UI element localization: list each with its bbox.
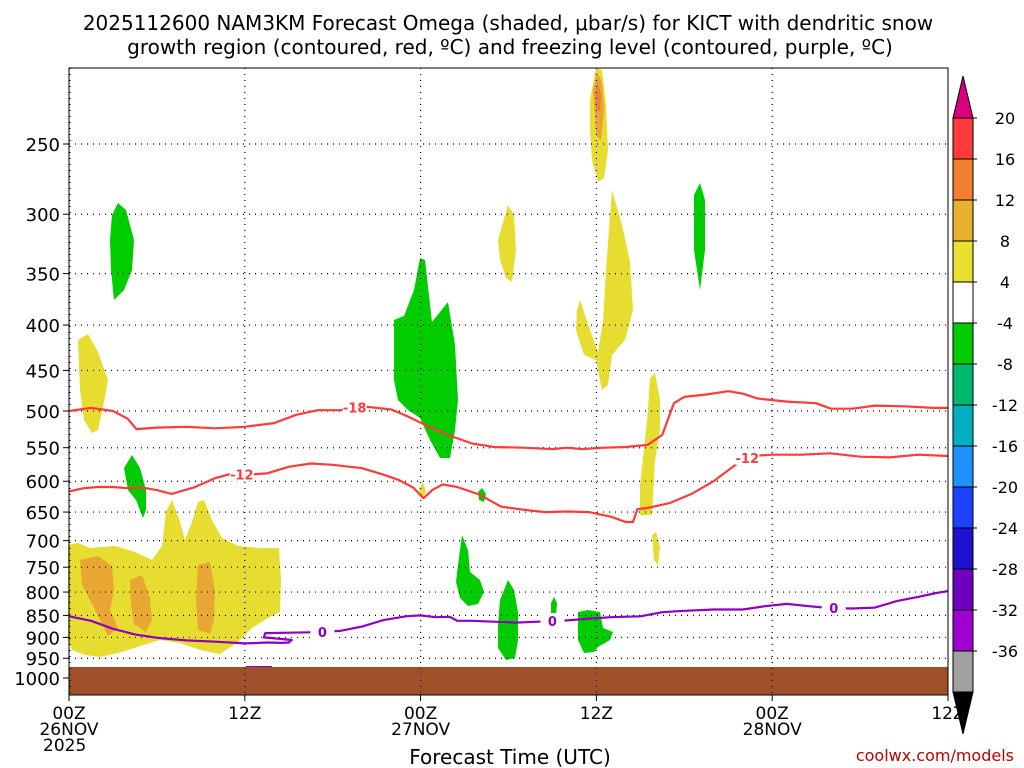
colorbar-label-0: 20	[995, 109, 1015, 128]
chart-title-line1: 2025112600 NAM3KM Forecast Omega (shaded…	[83, 11, 933, 35]
colorbar-label-6: -8	[997, 355, 1013, 374]
omega-rise-region-lowlevel-orange2	[130, 575, 152, 632]
colorbar-box-7	[952, 404, 974, 447]
x-tick-label-24-1: 27NOV	[391, 720, 450, 740]
colorbar-label-11: -28	[992, 560, 1018, 579]
x-tick-label-0-0: 00Z	[52, 704, 85, 724]
omega-sink-region-880	[498, 580, 518, 660]
x-tick-label-48-1: 28NOV	[743, 720, 802, 740]
y-tick-label-950: 950	[26, 649, 60, 670]
omega-sink-region-330	[694, 183, 705, 290]
y-axis: 2503003504004505005506006507007508008509…	[14, 135, 69, 690]
y-tick-label-800: 800	[26, 583, 60, 604]
colorbar-label-7: -12	[992, 396, 1018, 415]
contour-0C	[68, 590, 949, 645]
x-tick-label-48-0: 00Z	[756, 704, 789, 724]
colorbar-label-1: 16	[995, 150, 1015, 169]
colorbar-label-9: -20	[992, 478, 1018, 497]
omega-rise-region-300	[498, 205, 516, 282]
omega-sink-region-900	[578, 610, 613, 653]
colorbar-label-4: 4	[1000, 273, 1010, 292]
omega-rise-region-730	[652, 532, 660, 565]
y-tick-label-250: 250	[26, 135, 60, 156]
contour--18C	[68, 390, 948, 451]
y-tick-label-850: 850	[26, 606, 60, 627]
x-tick-label-0-1: 26NOV	[39, 720, 98, 740]
colorbar-box-1	[952, 158, 974, 201]
colorbar-box-10	[952, 527, 974, 570]
omega-rise-region-lowlevel-orange1	[80, 556, 118, 636]
y-tick-label-600: 600	[26, 472, 60, 493]
y-tick-label-500: 500	[26, 402, 60, 423]
contour-label--12C-0: -12	[230, 469, 254, 484]
contour-label-bg-0C-1	[821, 600, 846, 616]
colorbar-box-3	[952, 240, 974, 283]
omega-sink-region-850	[551, 597, 557, 618]
chart-title-line2: growth region (contoured, red, ºC) and f…	[127, 35, 893, 59]
contour-label-bg--12C-0	[229, 466, 254, 482]
omega-sink-region-620	[124, 455, 146, 518]
chart-grid	[69, 68, 948, 695]
colorbar-box-4	[952, 281, 974, 324]
colorbar-box-12	[952, 609, 974, 652]
x-tick-label-36-0: 12Z	[580, 704, 613, 724]
omega-rise-region-lowlevel	[68, 500, 281, 657]
colorbar-box-6	[952, 363, 974, 406]
contour-label-0C-1: 0	[829, 602, 838, 617]
contour-label-bg-0C-2	[540, 613, 565, 629]
colorbar-label-10: -24	[992, 519, 1018, 538]
x-tick-label-24-0: 00Z	[404, 704, 437, 724]
colorbar-box-2	[952, 199, 974, 242]
x-tick-label-60-0: 12Z	[931, 704, 964, 724]
colorbar-box-11	[952, 568, 974, 611]
x-tick-label-12-0: 12Z	[228, 704, 261, 724]
colorbar-box-13	[952, 650, 974, 693]
colorbar-label-8: -16	[992, 437, 1018, 456]
y-tick-label-900: 900	[26, 628, 60, 649]
y-tick-label-650: 650	[26, 503, 60, 524]
contour-label--12C-1: -12	[736, 452, 760, 467]
plot-frame	[68, 67, 949, 696]
omega-shading	[68, 68, 705, 668]
colorbar: 20 16 12 8 4 -4 -8 -12 -16 -20 -24 -28 -32 -36	[952, 75, 1018, 735]
y-tick-label-750: 750	[26, 558, 60, 579]
y-tick-label-300: 300	[26, 205, 60, 226]
colorbar-label-2: 12	[995, 191, 1015, 210]
omega-sink-region-27nov	[394, 258, 458, 458]
y-tick-label-700: 700	[26, 532, 60, 553]
colorbar-box-9	[952, 486, 974, 529]
y-tick-label-450: 450	[26, 361, 60, 382]
contour-label-bg--12C-1	[735, 449, 760, 465]
contour-label--18C-0: -18	[343, 402, 367, 417]
omega-rise-region-380	[576, 190, 633, 390]
colorbar-label-3: 8	[1000, 232, 1010, 251]
y-tick-label-1000: 1000	[14, 669, 60, 690]
contour-label-0C-2: 0	[548, 615, 557, 630]
colorbar-box-5	[952, 322, 974, 365]
colorbar-bottom-arrow	[952, 691, 974, 735]
y-tick-label-350: 350	[26, 265, 60, 286]
colorbar-label-13: -36	[992, 642, 1018, 661]
x-axis-label: Forecast Time (UTC)	[409, 745, 611, 768]
colorbar-box-0	[952, 117, 974, 160]
colorbar-box-8	[952, 445, 974, 488]
omega-rise-region-lowlevel-orange3	[196, 562, 215, 634]
temperature-contours: -18 -12 -12 0 0 0	[68, 390, 949, 645]
x-tick-label-0-2: 2025	[43, 736, 86, 756]
y-tick-label-550: 550	[26, 439, 60, 460]
terrain-surface	[69, 667, 948, 695]
y-tick-label-400: 400	[26, 316, 60, 337]
contour-label-bg-0C-0	[310, 623, 335, 639]
omega-sink-region-780	[456, 535, 484, 606]
omega-sink-region-320	[110, 203, 134, 300]
contour-label-bg--18C-0	[342, 399, 367, 415]
credit-text: coolwx.com/models	[856, 746, 1014, 765]
colorbar-label-5: -4	[997, 314, 1013, 333]
contour-label-0C-0: 0	[318, 626, 327, 641]
colorbar-label-12: -32	[992, 601, 1018, 620]
